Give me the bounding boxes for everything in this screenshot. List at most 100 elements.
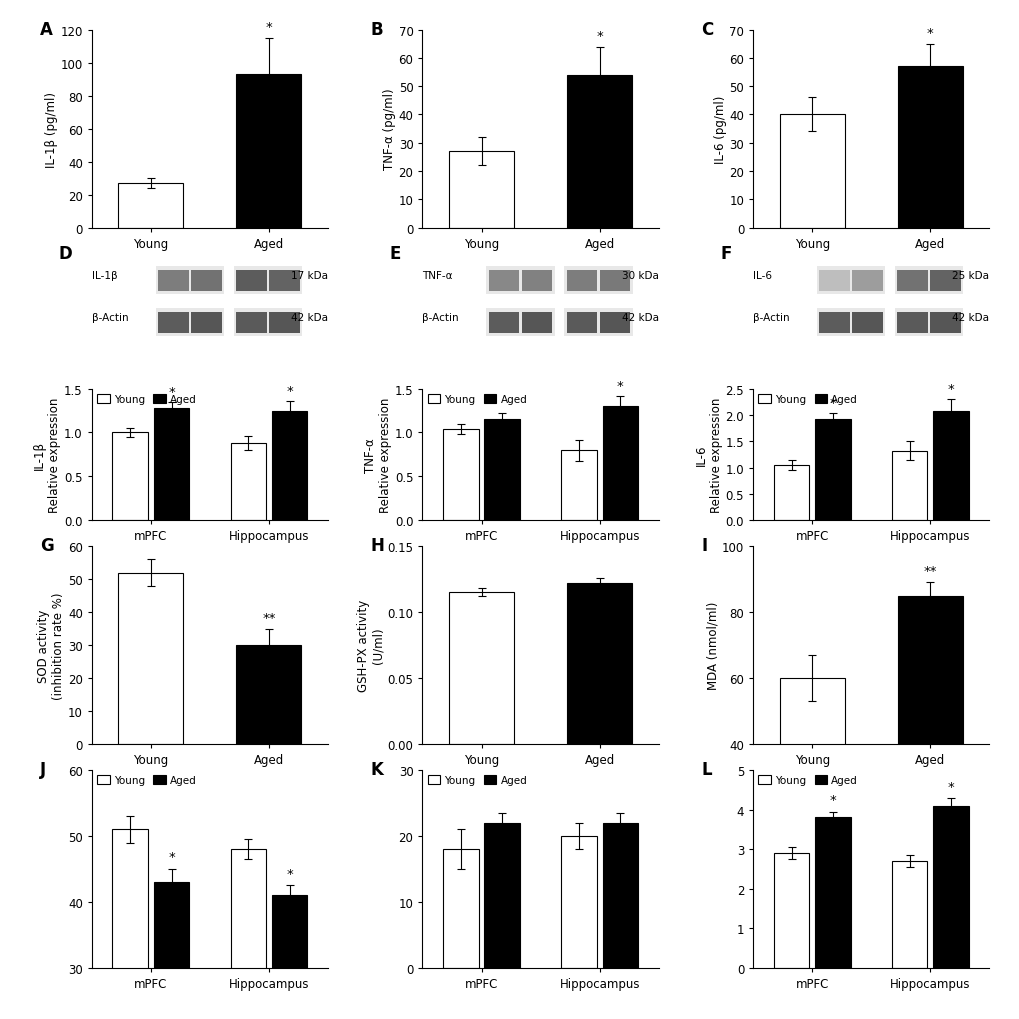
Bar	[564, 309, 632, 337]
Legend: Young, Aged: Young, Aged	[758, 775, 857, 786]
Bar	[236, 75, 302, 228]
Text: *: *	[286, 867, 292, 879]
Text: *: *	[265, 20, 272, 34]
Bar	[773, 466, 808, 521]
Bar	[773, 853, 808, 968]
Bar	[484, 420, 520, 521]
Bar	[154, 882, 190, 1019]
Bar	[560, 837, 596, 968]
Bar	[566, 313, 597, 333]
Bar	[560, 450, 596, 521]
Bar	[235, 270, 266, 291]
Bar	[521, 270, 552, 291]
Y-axis label: SOD activity
(inhibition rate %): SOD activity (inhibition rate %)	[37, 592, 65, 699]
Text: K: K	[370, 760, 383, 779]
Text: *: *	[168, 850, 174, 863]
Text: 30 kDa: 30 kDa	[622, 271, 658, 281]
Text: 17 kDa: 17 kDa	[290, 271, 328, 281]
Bar	[566, 270, 597, 291]
Text: D: D	[59, 245, 72, 263]
Bar	[272, 896, 307, 1019]
Y-axis label: IL-1β (pg/ml): IL-1β (pg/ml)	[45, 92, 57, 167]
Bar	[233, 309, 302, 337]
Text: *: *	[596, 30, 602, 43]
Bar	[929, 313, 960, 333]
Bar	[235, 313, 266, 333]
Y-axis label: IL-6
Relative expression: IL-6 Relative expression	[694, 397, 722, 513]
Bar	[442, 850, 478, 968]
Legend: Young, Aged: Young, Aged	[758, 394, 857, 405]
Text: J: J	[40, 760, 46, 779]
Bar	[448, 152, 514, 228]
Y-axis label: TNF-α
Relative expression: TNF-α Relative expression	[364, 397, 391, 513]
Bar	[564, 267, 632, 296]
Text: *: *	[168, 385, 174, 398]
Text: 25 kDa: 25 kDa	[952, 271, 988, 281]
Bar	[486, 267, 554, 296]
Bar	[814, 420, 850, 521]
Text: IL-6: IL-6	[752, 271, 771, 281]
Bar	[233, 267, 302, 296]
Text: *: *	[616, 379, 623, 392]
Bar	[488, 313, 519, 333]
Bar	[897, 67, 962, 228]
Text: *: *	[926, 26, 932, 40]
Legend: Young, Aged: Young, Aged	[427, 775, 527, 786]
Text: *: *	[947, 780, 954, 793]
Bar	[929, 270, 960, 291]
Bar	[602, 823, 638, 968]
Bar	[156, 309, 224, 337]
Text: H: H	[370, 537, 384, 554]
Bar	[816, 267, 884, 296]
Bar	[599, 313, 630, 333]
Bar	[891, 451, 926, 521]
Bar	[602, 407, 638, 521]
Y-axis label: GSH-PX activity
(U/ml): GSH-PX activity (U/ml)	[357, 599, 384, 692]
Bar	[779, 115, 844, 228]
Text: 42 kDa: 42 kDa	[952, 313, 988, 323]
Y-axis label: MDA (nmol/ml): MDA (nmol/ml)	[705, 601, 718, 690]
Bar	[852, 270, 882, 291]
Text: **: **	[262, 611, 275, 624]
Bar	[484, 823, 520, 968]
Text: 42 kDa: 42 kDa	[290, 313, 328, 323]
Text: *: *	[828, 793, 836, 806]
Bar	[191, 270, 221, 291]
Bar	[894, 267, 963, 296]
Bar	[814, 817, 850, 968]
Text: I: I	[700, 537, 706, 554]
Bar	[112, 433, 148, 521]
Bar	[272, 412, 307, 521]
Bar	[521, 313, 552, 333]
Bar	[852, 313, 882, 333]
Legend: Young, Aged: Young, Aged	[427, 394, 527, 405]
Bar	[897, 596, 962, 876]
Text: G: G	[40, 537, 54, 554]
Bar	[269, 270, 300, 291]
Bar	[816, 309, 884, 337]
Y-axis label: IL-6 (pg/ml): IL-6 (pg/ml)	[713, 96, 726, 164]
Bar	[269, 313, 300, 333]
Bar	[818, 313, 849, 333]
Bar	[230, 443, 266, 521]
Bar	[567, 75, 632, 228]
Bar	[599, 270, 630, 291]
Bar	[486, 309, 554, 337]
Bar	[932, 806, 968, 968]
Text: IL-1β: IL-1β	[92, 271, 117, 281]
Bar	[158, 313, 189, 333]
Bar	[448, 593, 514, 745]
Bar	[897, 270, 927, 291]
Bar	[158, 270, 189, 291]
Text: β-Actin: β-Actin	[752, 313, 789, 323]
Text: TNF-α: TNF-α	[422, 271, 452, 281]
Bar	[191, 313, 221, 333]
Bar	[932, 412, 968, 521]
Text: *: *	[828, 396, 836, 410]
Text: β-Actin: β-Actin	[92, 313, 128, 323]
Bar	[154, 409, 190, 521]
Legend: Young, Aged: Young, Aged	[97, 394, 197, 405]
Text: L: L	[700, 760, 711, 779]
Legend: Young, Aged: Young, Aged	[97, 775, 197, 786]
Y-axis label: TNF-α (pg/ml): TNF-α (pg/ml)	[382, 89, 395, 170]
